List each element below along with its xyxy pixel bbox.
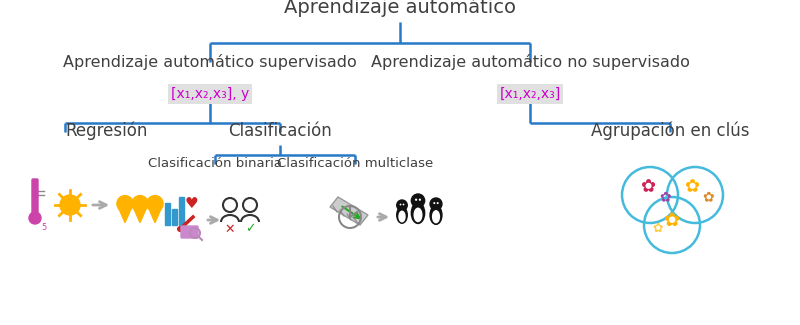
Text: Clasificación multiclase: Clasificación multiclase [277,157,433,170]
Text: ✿: ✿ [702,190,714,204]
Bar [179,197,184,225]
Polygon shape [149,208,162,223]
Text: ✿: ✿ [685,178,699,196]
Ellipse shape [411,202,425,224]
Circle shape [397,200,407,211]
Circle shape [418,199,421,201]
Text: Clasificación: Clasificación [228,122,332,140]
Polygon shape [134,208,146,223]
Text: ✿: ✿ [664,211,680,229]
Text: [x₁,x₂,x₃]: [x₁,x₂,x₃] [499,87,561,101]
Circle shape [399,203,402,205]
Circle shape [411,194,425,207]
Ellipse shape [430,206,442,224]
Text: Aprendizaje automático: Aprendizaje automático [284,0,516,17]
Circle shape [60,195,80,215]
Text: Clasificación binaria: Clasificación binaria [148,157,282,170]
Text: Regresión: Regresión [65,122,147,140]
Text: [x₁,x₂,x₃], y: [x₁,x₂,x₃], y [171,87,249,101]
Circle shape [415,199,418,201]
Circle shape [430,198,442,210]
Polygon shape [118,208,131,223]
Text: Aprendizaje automático no supervisado: Aprendizaje automático no supervisado [370,54,690,70]
Text: ✿: ✿ [641,178,655,196]
Ellipse shape [433,211,439,223]
Circle shape [29,212,41,224]
Text: Agrupación en clús: Agrupación en clús [590,122,750,140]
Circle shape [177,226,183,232]
Text: ✕: ✕ [225,223,235,236]
FancyBboxPatch shape [181,226,198,238]
Circle shape [117,196,133,212]
Text: ♥: ♥ [184,196,198,211]
Polygon shape [330,197,368,225]
FancyBboxPatch shape [32,179,38,216]
Circle shape [132,196,148,212]
Circle shape [437,202,438,204]
Ellipse shape [399,211,405,222]
Circle shape [402,203,404,205]
Bar [165,203,170,225]
Ellipse shape [414,208,422,222]
Bar [172,209,177,225]
Text: Aprendizaje automático supervisado: Aprendizaje automático supervisado [63,54,357,70]
Text: ✿: ✿ [659,190,671,204]
Text: ✓: ✓ [245,223,255,236]
Text: 5: 5 [41,223,46,232]
Circle shape [434,202,435,204]
Text: ✿: ✿ [653,222,663,235]
Ellipse shape [397,207,407,223]
Circle shape [147,196,163,212]
